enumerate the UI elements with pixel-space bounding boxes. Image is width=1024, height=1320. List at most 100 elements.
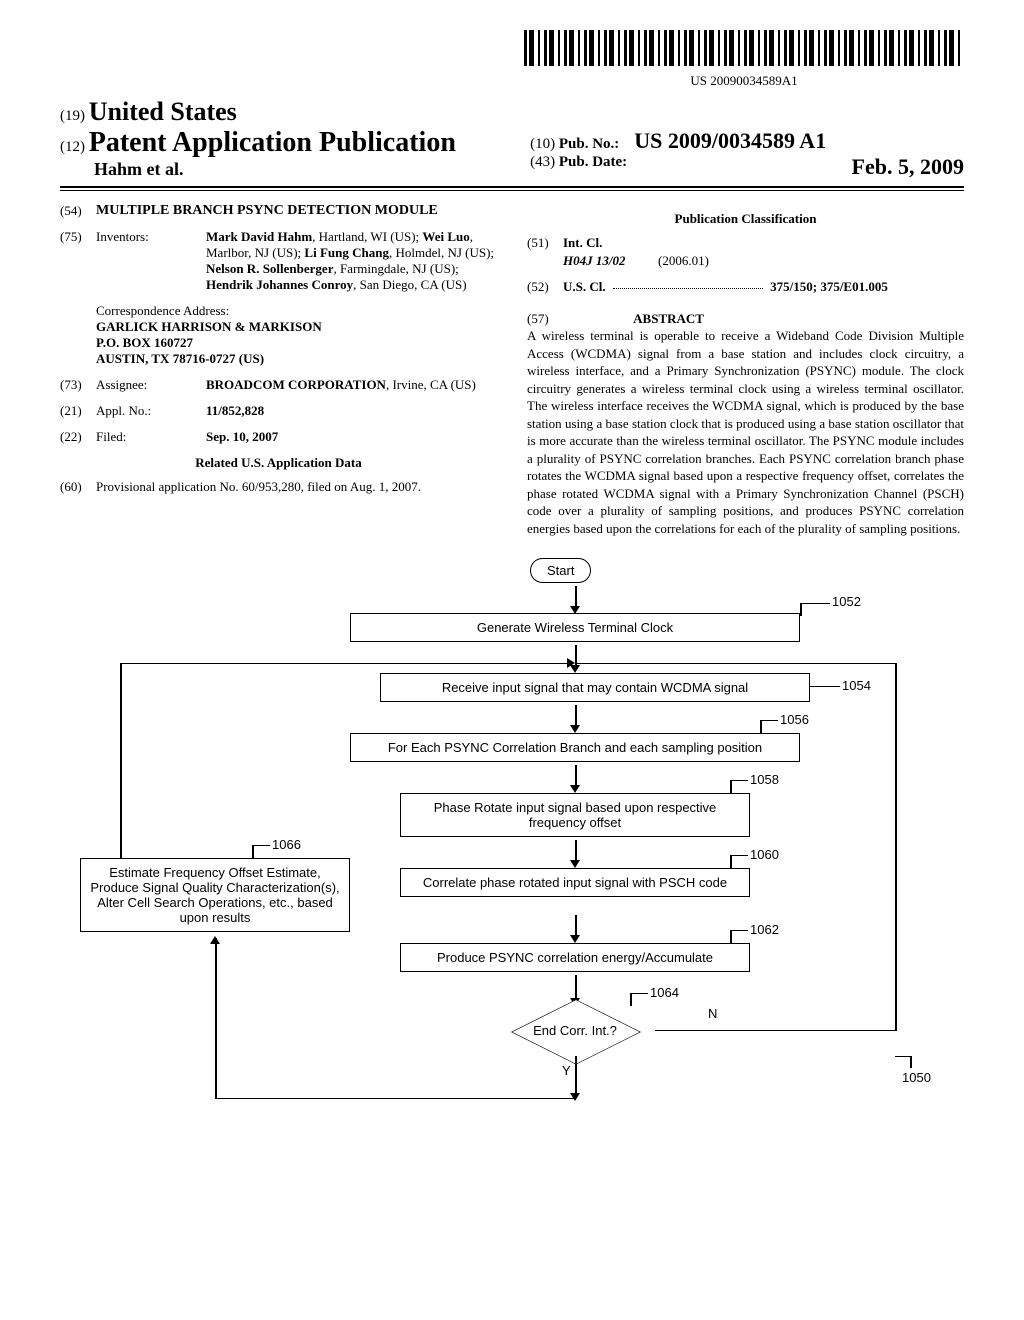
- ref-1066: 1066: [272, 837, 301, 852]
- ref-leader: [810, 686, 840, 688]
- arrow: [215, 938, 217, 1098]
- fc-box-1056: For Each PSYNC Correlation Branch and ea…: [350, 733, 800, 762]
- ref-leader: [895, 1056, 910, 1058]
- fc-box-1052: Generate Wireless Terminal Clock: [350, 613, 800, 642]
- ref-1050: 1050: [902, 1070, 931, 1085]
- inventors-label: Inventors:: [96, 229, 206, 293]
- left-column: (54) MULTIPLE BRANCH PSYNC DETECTION MOD…: [60, 203, 497, 538]
- ref-leader: [252, 845, 254, 858]
- biblio-columns: (54) MULTIPLE BRANCH PSYNC DETECTION MOD…: [60, 203, 964, 538]
- barcode-number: US 20090034589A1: [524, 73, 964, 89]
- country: United States: [89, 97, 237, 126]
- right-column: Publication Classification (51) Int. Cl.…: [527, 203, 964, 538]
- ref-1062: 1062: [750, 922, 779, 937]
- inid-10: (10): [530, 136, 555, 152]
- pubdate-label: Pub. Date:: [559, 154, 627, 170]
- rule-top: [60, 186, 964, 188]
- arrow: [575, 1056, 577, 1096]
- ref-leader: [760, 720, 762, 733]
- ref-leader: [630, 993, 632, 1006]
- arrowhead: [570, 725, 580, 733]
- patent-page: US 20090034589A1 (19) United States (12)…: [0, 0, 1024, 1208]
- inid-12: (12): [60, 139, 85, 155]
- barcode-graphic: [524, 30, 964, 66]
- corr-label: Correspondence Address:: [96, 303, 497, 319]
- arrow: [575, 586, 577, 608]
- header-row: (19) United States (12) Patent Applicati…: [60, 97, 964, 180]
- arrowhead: [210, 936, 220, 944]
- fc-box-1062: Produce PSYNC correlation energy/Accumul…: [400, 943, 750, 972]
- arrowhead: [570, 860, 580, 868]
- pubclass-heading: Publication Classification: [527, 211, 964, 227]
- fc-start: Start: [530, 558, 591, 583]
- label-y: Y: [562, 1063, 571, 1078]
- abstract-text: A wireless terminal is operable to recei…: [527, 327, 964, 538]
- invention-title: MULTIPLE BRANCH PSYNC DETECTION MODULE: [96, 203, 438, 219]
- applno-label: Appl. No.:: [96, 403, 206, 419]
- filed-value: Sep. 10, 2007: [206, 429, 278, 444]
- abstract-label: ABSTRACT: [633, 311, 704, 326]
- dotfill: [613, 288, 763, 289]
- ref-leader: [730, 780, 732, 793]
- ref-1052: 1052: [832, 594, 861, 609]
- ref-leader: [730, 780, 748, 782]
- filed-label: Filed:: [96, 429, 206, 445]
- inid-57: (57): [527, 311, 549, 326]
- arrow: [577, 663, 897, 665]
- pubno-label: Pub. No.:: [559, 136, 619, 152]
- ref-1056: 1056: [780, 712, 809, 727]
- authors-header: Hahm et al.: [94, 159, 494, 180]
- ref-leader: [630, 993, 648, 995]
- ref-1058: 1058: [750, 772, 779, 787]
- ref-leader: [910, 1056, 912, 1068]
- arrow: [120, 663, 570, 665]
- inid-60: (60): [60, 479, 96, 495]
- publication-date: Feb. 5, 2009: [852, 154, 964, 180]
- ref-leader: [800, 603, 802, 616]
- ref-leader: [730, 930, 748, 932]
- ref-leader: [800, 603, 830, 605]
- corr-line2: P.O. BOX 160727: [96, 335, 193, 350]
- ref-leader: [730, 855, 732, 868]
- arrow: [575, 840, 577, 862]
- fc-diamond-text: End Corr. Int.?: [500, 1006, 650, 1056]
- intcl-code: H04J 13/02: [563, 253, 625, 268]
- label-n: N: [708, 1006, 717, 1021]
- fc-box-1060: Correlate phase rotated input signal wit…: [400, 868, 750, 897]
- arrow: [120, 663, 122, 858]
- arrow: [575, 915, 577, 937]
- ref-leader: [760, 720, 778, 722]
- arrow: [575, 705, 577, 727]
- corr-line3: AUSTIN, TX 78716-0727 (US): [96, 351, 264, 366]
- fc-diamond-1064: End Corr. Int.?: [500, 1006, 650, 1056]
- inid-73: (73): [60, 377, 96, 393]
- arrow: [895, 663, 897, 1031]
- assignee-label: Assignee:: [96, 377, 206, 393]
- fc-box-1058: Phase Rotate input signal based upon res…: [400, 793, 750, 837]
- arrow: [575, 975, 577, 1000]
- corr-line1: GARLICK HARRISON & MARKISON: [96, 319, 322, 334]
- related-heading: Related U.S. Application Data: [60, 455, 497, 471]
- barcode-area: US 20090034589A1: [60, 30, 964, 89]
- uscl-label: U.S. Cl.: [563, 279, 606, 294]
- flowchart: Start Generate Wireless Terminal Clock 1…: [60, 558, 960, 1178]
- inid-43: (43): [530, 154, 555, 170]
- arrow: [575, 765, 577, 787]
- inid-22: (22): [60, 429, 96, 445]
- arrowhead: [570, 1093, 580, 1101]
- intcl-label: Int. Cl.: [563, 235, 602, 250]
- ref-1060: 1060: [750, 847, 779, 862]
- intcl-date: (2006.01): [658, 253, 709, 268]
- arrowhead: [570, 935, 580, 943]
- arrowhead: [570, 785, 580, 793]
- inid-52: (52): [527, 279, 563, 295]
- inid-21: (21): [60, 403, 96, 419]
- inid-19: (19): [60, 108, 85, 124]
- arrow: [215, 1098, 575, 1100]
- inid-75: (75): [60, 229, 96, 293]
- inid-51: (51): [527, 235, 563, 251]
- ref-leader: [252, 845, 270, 847]
- fc-box-1066: Estimate Frequency Offset Estimate, Prod…: [80, 858, 350, 932]
- provisional-text: Provisional application No. 60/953,280, …: [96, 479, 497, 495]
- correspondence-address: Correspondence Address: GARLICK HARRISON…: [96, 303, 497, 367]
